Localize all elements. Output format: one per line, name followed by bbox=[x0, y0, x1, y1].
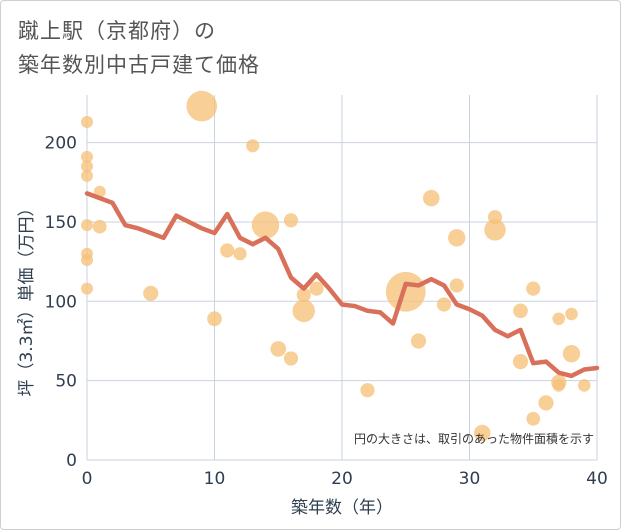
data-bubble bbox=[512, 354, 529, 370]
data-bubble bbox=[296, 287, 311, 303]
y-tick-label: 200 bbox=[45, 134, 77, 154]
data-bubble bbox=[81, 169, 93, 182]
data-bubble bbox=[81, 160, 93, 173]
x-tick-label: 20 bbox=[331, 469, 353, 489]
chart-title-line-2: 築年数別中古戸建て価格 bbox=[18, 53, 260, 77]
y-tick-label: 0 bbox=[66, 451, 77, 471]
data-bubble bbox=[246, 139, 260, 153]
data-bubble bbox=[81, 254, 93, 267]
bubble-layer bbox=[81, 90, 591, 442]
data-bubble bbox=[81, 219, 93, 232]
data-bubble bbox=[233, 247, 247, 261]
data-bubble bbox=[448, 229, 466, 247]
trend-line-layer bbox=[84, 191, 600, 379]
data-bubble bbox=[251, 211, 280, 239]
data-bubble bbox=[436, 297, 452, 312]
data-bubble bbox=[81, 150, 93, 163]
grid-lines bbox=[86, 95, 598, 461]
data-bubble bbox=[81, 282, 93, 295]
y-tick-label: 150 bbox=[45, 213, 77, 233]
data-bubble bbox=[283, 351, 299, 366]
data-bubble bbox=[562, 344, 581, 363]
data-bubble bbox=[538, 395, 554, 411]
data-bubble bbox=[292, 299, 315, 323]
data-bubble bbox=[410, 333, 427, 349]
tick-labels: 0 10 20 30 40 0 50 100 150 200 bbox=[45, 134, 608, 489]
x-tick-label: 40 bbox=[586, 469, 608, 489]
data-bubble bbox=[526, 281, 541, 296]
data-bubble bbox=[473, 424, 491, 442]
data-bubble bbox=[552, 379, 566, 392]
data-bubble bbox=[207, 311, 222, 327]
data-bubble bbox=[526, 411, 541, 426]
data-bubble bbox=[360, 383, 375, 398]
y-axis-title: 坪（3.3㎡）単価（万円） bbox=[17, 199, 37, 396]
data-bubble bbox=[385, 271, 426, 312]
data-bubble bbox=[283, 213, 299, 228]
data-bubble bbox=[220, 243, 235, 258]
data-bubble bbox=[309, 281, 324, 296]
size-legend-note: 円の大きさは、取引のあった物件面積を示す bbox=[354, 431, 594, 446]
data-bubble bbox=[92, 219, 107, 234]
y-tick-label: 50 bbox=[55, 372, 77, 392]
y-tick-label: 100 bbox=[45, 292, 77, 312]
data-bubble bbox=[484, 219, 506, 241]
data-bubble bbox=[422, 189, 440, 207]
chart-title-line-1: 蹴上駅（京都府）の bbox=[18, 19, 216, 43]
data-bubble bbox=[552, 312, 566, 326]
x-tick-label: 0 bbox=[82, 469, 93, 489]
chart-title: 蹴上駅（京都府）の 築年数別中古戸建て価格 bbox=[18, 14, 260, 82]
average-price-line bbox=[84, 191, 600, 379]
x-axis-title: 築年数（年） bbox=[291, 498, 393, 518]
data-bubble bbox=[81, 115, 93, 128]
data-bubble bbox=[186, 90, 218, 122]
data-bubble bbox=[565, 307, 578, 321]
data-bubble bbox=[449, 278, 464, 293]
data-bubble bbox=[270, 341, 287, 357]
x-tick-label: 30 bbox=[459, 469, 481, 489]
data-bubble bbox=[143, 285, 159, 301]
x-tick-label: 10 bbox=[204, 469, 226, 489]
data-bubble bbox=[577, 379, 591, 392]
data-bubble bbox=[513, 303, 528, 319]
